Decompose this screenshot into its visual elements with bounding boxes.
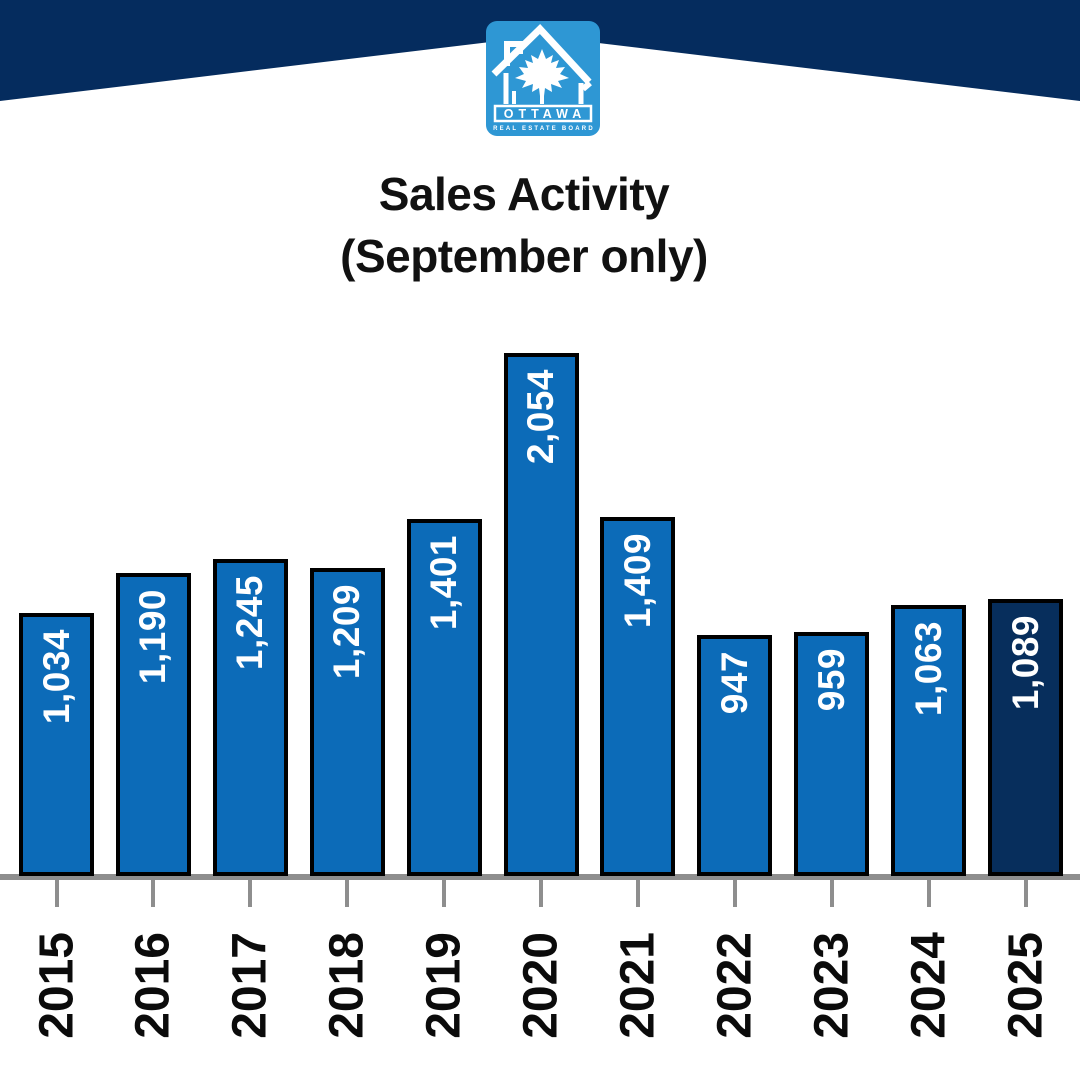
x-axis-label-2020: 2020 [514, 932, 568, 1039]
bar-value-label-2016: 1,190 [132, 589, 174, 685]
bar-2023: 959 [794, 632, 870, 876]
x-axis-label-2025: 2025 [999, 932, 1052, 1039]
header-banner [0, 0, 1080, 101]
bar-2019: 1,401 [406, 519, 482, 876]
x-axis-label-2016: 2016 [126, 932, 180, 1039]
bar-value-label-2015: 1,034 [35, 629, 77, 725]
logo-name-box [493, 104, 593, 123]
oreb-logo: OTTAWA REAL ESTATE BOARD [486, 21, 600, 136]
bar-2017: 1,245 [212, 559, 288, 876]
bar-value-label-2024: 1,063 [907, 621, 949, 717]
bar-2015: 1,034 [19, 613, 94, 876]
axis-tick-2018 [345, 880, 350, 907]
bar-value-label-2022: 947 [713, 651, 755, 715]
axis-tick-2015 [54, 880, 59, 907]
bar-2020: 2,054 [503, 353, 579, 876]
x-axis-label-2019: 2019 [417, 932, 471, 1039]
bar-value-label-2019: 1,401 [423, 535, 465, 631]
axis-tick-2024 [926, 880, 931, 907]
banner-shape [0, 0, 1080, 101]
oreb-logo-graphic: OTTAWA REAL ESTATE BOARD [486, 21, 600, 136]
bar-2016: 1,190 [115, 573, 191, 876]
x-axis-label-2015: 2015 [30, 932, 83, 1039]
bar-2022: 947 [697, 635, 773, 876]
house-icon [491, 23, 592, 104]
logo-org-name: OTTAWA [504, 107, 587, 121]
x-axis-line [0, 874, 1080, 880]
bar-value-label-2018: 1,209 [326, 584, 368, 680]
x-axis-label-2017: 2017 [223, 932, 277, 1039]
bar-value-label-2020: 2,054 [520, 369, 561, 465]
x-axis-label-2021: 2021 [611, 932, 665, 1039]
bar-value-label-2017: 1,245 [229, 575, 271, 671]
axis-tick-2020 [539, 880, 543, 907]
axis-tick-2017 [248, 880, 253, 907]
bar-value-label-2023: 959 [810, 648, 852, 712]
bar-2024: 1,063 [891, 605, 967, 876]
page-title: Sales Activity (September only) [0, 163, 1064, 287]
page-title-line2: (September only) [340, 230, 708, 282]
axis-tick-2016 [151, 880, 156, 907]
page-title-line1: Sales Activity [378, 168, 670, 220]
x-axis-label-2018: 2018 [320, 932, 374, 1039]
axis-tick-2023 [829, 880, 834, 907]
axis-tick-2022 [732, 880, 737, 907]
bar-value-label-2025: 1,089 [1004, 615, 1046, 711]
x-axis-label-2024: 2024 [902, 932, 956, 1039]
bar-value-label-2021: 1,409 [616, 533, 658, 629]
axis-tick-2021 [635, 880, 640, 907]
bar-2021: 1,409 [600, 517, 676, 876]
bar-2025: 1,089 [988, 599, 1063, 876]
axis-tick-2025 [1023, 880, 1028, 907]
x-axis-label-2022: 2022 [708, 932, 762, 1039]
logo-org-subtitle: REAL ESTATE BOARD [493, 126, 595, 132]
x-axis-label-2023: 2023 [805, 932, 859, 1039]
maple-leaf-icon [515, 49, 569, 104]
axis-tick-2019 [442, 880, 447, 907]
bar-2018: 1,209 [309, 568, 385, 876]
